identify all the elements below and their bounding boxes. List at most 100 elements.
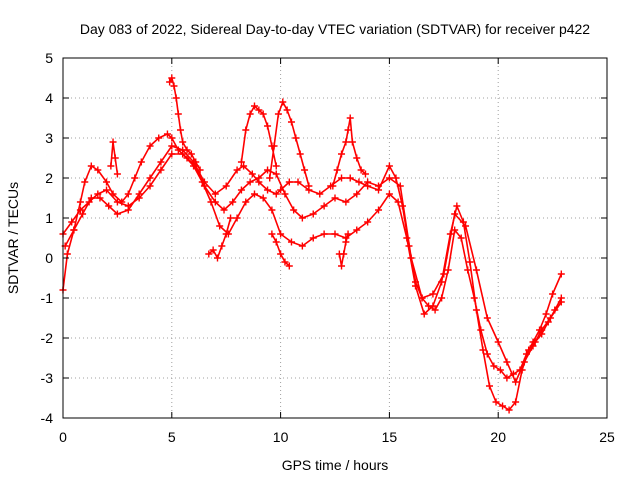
data-point (538, 330, 546, 338)
data-point (557, 270, 565, 278)
data-point (346, 174, 354, 182)
data-point (505, 406, 513, 414)
data-point (298, 214, 306, 222)
data-point (305, 182, 313, 190)
data-point (338, 262, 346, 270)
data-point (320, 230, 328, 238)
series-track-c (61, 142, 565, 414)
data-point (272, 162, 280, 170)
data-point (192, 158, 200, 166)
series-line (332, 117, 367, 187)
x-tick-label: 20 (490, 429, 506, 445)
data-point (246, 178, 254, 186)
data-point (479, 346, 487, 354)
data-point (333, 166, 341, 174)
data-point (490, 362, 498, 370)
data-point (542, 310, 550, 318)
data-point (274, 110, 282, 118)
data-point (168, 150, 176, 158)
data-point (453, 202, 461, 210)
data-point (259, 110, 267, 118)
series-line (338, 233, 349, 267)
series-track-b (59, 150, 565, 386)
data-point (420, 310, 428, 318)
data-point (103, 178, 111, 186)
data-point (353, 154, 361, 162)
data-point (344, 126, 352, 134)
data-point (549, 290, 557, 298)
data-point (87, 162, 95, 170)
data-point (375, 182, 383, 190)
data-point (213, 254, 221, 262)
data-point (233, 166, 241, 174)
data-point (146, 142, 154, 150)
data-point (283, 106, 291, 114)
data-point (281, 258, 289, 266)
data-point (472, 266, 480, 274)
series-line (62, 133, 563, 379)
data-point (438, 294, 446, 302)
series-line (240, 105, 277, 167)
data-point (301, 166, 309, 174)
y-tick-label: -2 (41, 330, 54, 346)
data-point (296, 150, 304, 158)
data-point (237, 186, 245, 194)
data-point (76, 206, 84, 214)
data-point (357, 166, 365, 174)
data-point (170, 82, 178, 90)
data-point (557, 294, 565, 302)
data-point (472, 306, 480, 314)
data-point (79, 210, 87, 218)
data-point (266, 174, 274, 182)
data-point (113, 210, 121, 218)
data-point (544, 318, 552, 326)
data-point (285, 262, 293, 270)
data-point (483, 350, 491, 358)
y-tick-label: -4 (41, 410, 54, 426)
data-point (111, 154, 119, 162)
data-point (242, 198, 250, 206)
data-point (131, 174, 139, 182)
data-point (464, 266, 472, 274)
data-point (211, 190, 219, 198)
data-point (353, 226, 361, 234)
data-point (429, 290, 437, 298)
data-point (233, 214, 241, 222)
data-point (166, 78, 174, 86)
data-point (361, 170, 369, 178)
data-point (124, 190, 132, 198)
data-point (255, 106, 263, 114)
series-line (268, 101, 310, 187)
data-point (135, 190, 143, 198)
x-tick-label: 5 (168, 429, 176, 445)
data-point (518, 366, 526, 374)
data-point (403, 234, 411, 242)
data-point (344, 230, 352, 238)
data-point (294, 178, 302, 186)
data-point (375, 206, 383, 214)
data-point (316, 190, 324, 198)
chart-title: Day 083 of 2022, Sidereal Day-to-day VTE… (80, 21, 590, 37)
y-tick-label: 4 (45, 90, 53, 106)
data-point (531, 338, 539, 346)
data-point (259, 194, 267, 202)
data-point (146, 174, 154, 182)
series-segment-h (205, 214, 235, 262)
data-point (96, 194, 104, 202)
data-point (103, 186, 111, 194)
data-point (163, 130, 171, 138)
data-point (220, 206, 228, 214)
data-point (196, 166, 204, 174)
data-point (285, 178, 293, 186)
data-point (438, 278, 446, 286)
data-point (222, 182, 230, 190)
data-point (248, 170, 256, 178)
data-point (218, 242, 226, 250)
data-point (242, 126, 250, 134)
data-point (446, 230, 454, 238)
data-point (364, 218, 372, 226)
data-point (364, 178, 372, 186)
series-segment-e (237, 102, 280, 170)
data-point (277, 230, 285, 238)
data-point (264, 186, 272, 194)
